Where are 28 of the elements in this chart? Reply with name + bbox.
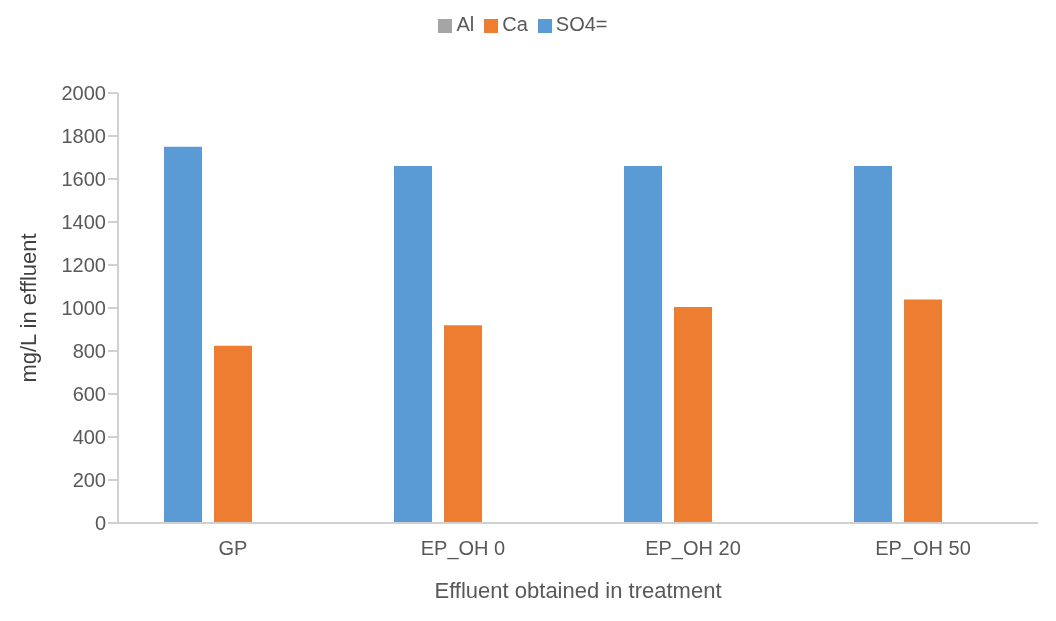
bar [674,306,712,523]
y-tick-label: 400 [72,426,106,449]
y-tick-label: 0 [94,512,106,535]
y-tick-label: 2000 [61,82,106,105]
x-axis-title: Effluent obtained in treatment [434,578,722,603]
y-tick-label: 1800 [61,125,106,148]
x-tick-label: GP [218,537,248,560]
y-axis-title: mg/L in effluent [15,233,41,383]
y-tick-label: 1400 [61,211,106,234]
bar [854,166,892,523]
legend-label: SO4= [555,13,608,35]
y-tick-label: 1600 [61,168,106,191]
y-tick-label: 800 [72,340,106,363]
bar [394,166,432,523]
legend-label: Al [456,13,475,35]
bar [164,146,202,523]
bar [444,325,482,523]
bar [904,299,942,523]
bar [214,345,252,523]
y-tick-label: 600 [72,383,106,406]
x-tick-label: EP_OH 50 [875,537,971,561]
y-tick-label: 1000 [61,297,106,320]
x-tick-label: EP_OH 20 [645,537,741,561]
y-tick-label: 200 [72,469,106,492]
y-tick-label: 1200 [61,254,106,277]
legend-label: Ca [502,13,528,35]
bar [624,166,662,523]
x-tick-label: EP_OH 0 [420,537,506,561]
